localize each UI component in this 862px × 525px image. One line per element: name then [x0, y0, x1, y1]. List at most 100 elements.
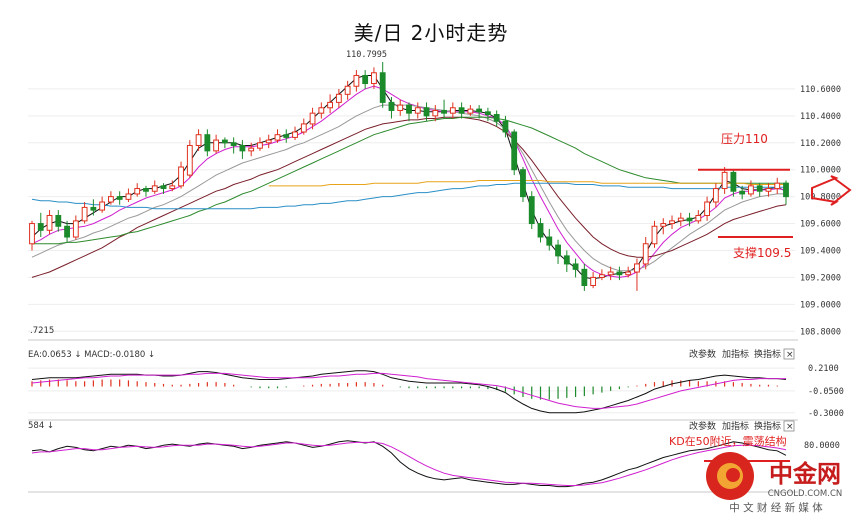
candle-body: [72, 220, 79, 238]
candle-body: [537, 223, 544, 238]
moving-average-line: [31, 116, 787, 278]
moving-average-line: [268, 180, 786, 187]
candle-body: [186, 144, 193, 176]
candle-body: [572, 263, 579, 270]
y-tick-label: 110.4000: [800, 112, 841, 122]
candle-body: [274, 134, 281, 141]
candle-body: [520, 169, 526, 198]
candle-body: [37, 223, 44, 231]
candle-body: [616, 271, 623, 276]
y-tick-label: 108.8000: [800, 327, 841, 337]
candle-body: [160, 185, 167, 190]
kd-y-axis-ticks: 80.0000: [804, 441, 840, 451]
candle-body: [318, 107, 325, 114]
macd-y-axis-ticks: 0.2100 -0.0500 -0.3000: [808, 364, 844, 419]
y-tick-label: 110.6000: [800, 85, 841, 95]
moving-average-line: [31, 182, 786, 210]
macd-tick-label: 0.2100: [808, 364, 839, 374]
candle-body: [125, 193, 132, 200]
watermark-title: 中金网: [769, 460, 841, 488]
low-price-label: .7215: [30, 326, 54, 336]
candle-body: [441, 109, 447, 114]
candle-body: [257, 142, 263, 149]
candle-body: [81, 206, 88, 222]
candle-body: [721, 171, 728, 190]
candle-body: [467, 108, 474, 114]
macd-dea-line: [31, 372, 786, 409]
macd-tick-label: -0.3000: [808, 409, 844, 419]
kd-k-line: [31, 440, 787, 488]
high-price-label: 110.7995: [346, 50, 387, 60]
candle-body: [335, 93, 342, 103]
candle-body: [449, 107, 456, 114]
candle-body: [371, 72, 377, 85]
main-y-axis-ticks: 110.6000 110.4000 110.2000 110.0000 109.8000…: [800, 85, 841, 337]
candle-body: [29, 223, 35, 245]
candle-body: [169, 185, 176, 190]
kd-close-button[interactable]: [783, 420, 795, 432]
candle-body: [292, 131, 298, 138]
kd-switch-indicator-button[interactable]: 换指标: [754, 420, 781, 432]
candle-body: [327, 101, 334, 109]
y-tick-label: 109.6000: [800, 220, 841, 230]
candle-body: [563, 255, 570, 265]
candle-body: [598, 274, 605, 278]
candle-body: [695, 214, 702, 222]
candle-body: [406, 104, 412, 114]
candle-body: [642, 243, 649, 265]
candle-body: [590, 276, 597, 286]
candle-body: [151, 185, 158, 192]
y-tick-label: 110.0000: [800, 166, 841, 176]
y-tick-label: 110.2000: [800, 139, 841, 149]
candle-body: [546, 236, 553, 246]
candle-body: [511, 131, 518, 171]
kd-edit-params-button[interactable]: 改参数: [689, 420, 716, 432]
y-tick-label: 109.8000: [800, 193, 841, 203]
macd-switch-indicator-button[interactable]: 换指标: [754, 348, 781, 360]
kd-d-line: [31, 441, 787, 486]
candle-body: [625, 271, 632, 276]
candle-body: [195, 134, 202, 146]
candle-body: [493, 114, 500, 122]
close-icon[interactable]: ×: [786, 422, 794, 432]
macd-close-button[interactable]: [783, 348, 795, 360]
candle-body: [353, 74, 360, 87]
kd-header: 584 ↓: [28, 421, 54, 431]
kd-note: KD在50附近，震荡结构: [669, 434, 787, 448]
candle-body: [248, 147, 255, 152]
support-label: 支撑109.5: [733, 245, 791, 260]
candle-body: [116, 196, 123, 200]
macd-toolbar: 改参数 加指标 换指标 ×: [689, 348, 795, 360]
candle-body: [134, 188, 141, 195]
candle-body: [239, 144, 246, 152]
kd-add-indicator-button[interactable]: 加指标: [722, 420, 749, 432]
candle-body: [178, 166, 184, 187]
candle-body: [64, 225, 70, 238]
macd-add-indicator-button[interactable]: 加指标: [722, 348, 749, 360]
candle-body: [221, 139, 228, 144]
chart-title: 美/日 2小时走势: [354, 21, 509, 45]
candle-body: [344, 85, 351, 95]
candle-body: [423, 107, 430, 117]
macd-edit-params-button[interactable]: 改参数: [689, 348, 716, 360]
candle-body: [669, 220, 675, 225]
candle-body: [388, 101, 395, 111]
candle-body: [90, 206, 97, 211]
candle-body: [704, 201, 711, 216]
candlestick-series: [29, 62, 789, 291]
candle-body: [555, 244, 561, 257]
kd-tick-label: 80.0000: [804, 441, 840, 451]
candle-body: [730, 171, 737, 192]
close-icon[interactable]: ×: [786, 350, 794, 360]
macd-lines: [31, 370, 787, 414]
candle-body: [99, 201, 106, 211]
candle-body: [677, 217, 684, 222]
candle-body: [712, 188, 719, 203]
candle-body: [783, 182, 789, 198]
watermark-tagline: 中 文 财 经 新 媒 体: [729, 501, 823, 514]
candle-body: [55, 214, 62, 227]
candle-body: [379, 72, 386, 103]
candle-body: [739, 190, 746, 195]
macd-histogram: [31, 379, 778, 400]
kd-toolbar: 改参数 加指标 换指标 ×: [689, 420, 795, 432]
